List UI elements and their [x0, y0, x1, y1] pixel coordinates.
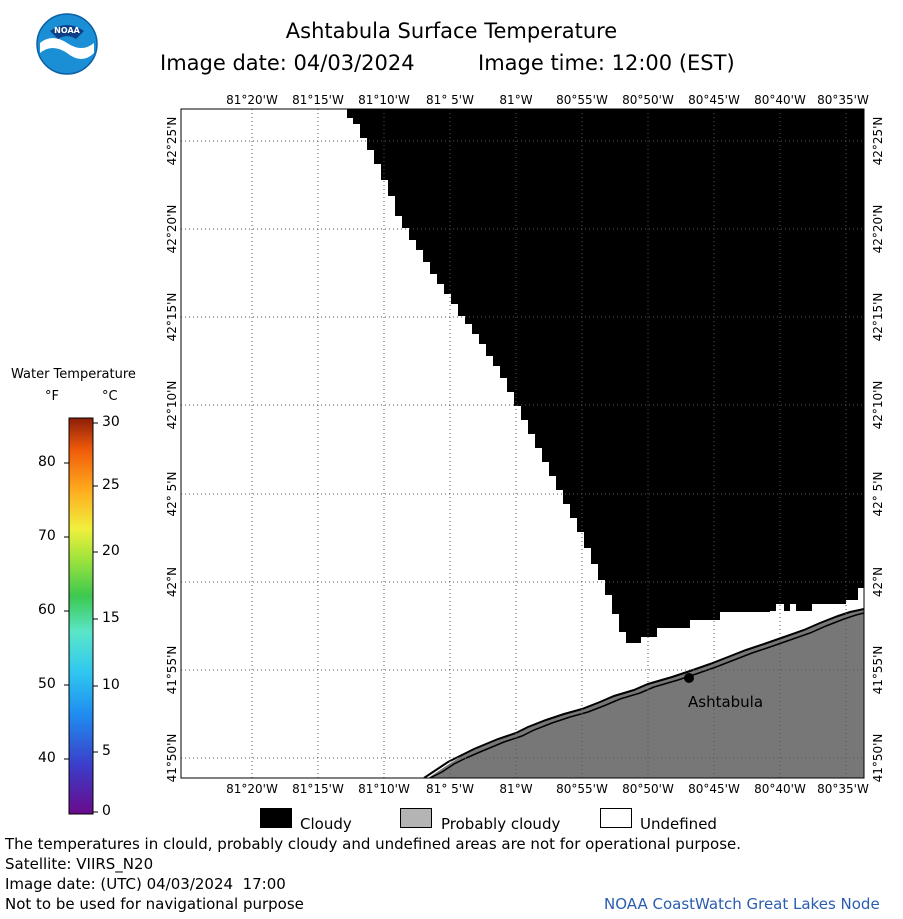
footer-credit[interactable]: NOAA CoastWatch Great Lakes Node [604, 895, 880, 913]
lat-label-right: 42° 5'N [871, 472, 885, 517]
lat-label-right: 41°55'N [871, 646, 885, 695]
lat-label-right: 41°50'N [871, 734, 885, 783]
lon-label-top: 81°10'W [358, 93, 410, 107]
lon-label-top: 81°15'W [292, 93, 344, 107]
lon-label-top: 80°55'W [556, 93, 608, 107]
colorbar-f-tick: 70 [38, 528, 56, 544]
legend-probably-cloudy-label: Probably cloudy [441, 815, 561, 833]
colorbar-f-tick: 50 [38, 676, 56, 692]
colorbar-c-tick: 25 [102, 477, 120, 493]
lat-label-left: 42°N [165, 567, 179, 597]
lat-label-left: 41°55'N [165, 646, 179, 695]
colorbar-c-header: °C [102, 389, 118, 404]
lat-label-right: 42°20'N [871, 205, 885, 254]
colorbar-gradient [68, 417, 94, 815]
lon-label-top: 81°20'W [226, 93, 278, 107]
lat-label-right: 42°15'N [871, 293, 885, 342]
noaa-logo: NOAA [36, 13, 98, 75]
lon-label-top: 80°40'W [754, 93, 806, 107]
lat-label-left: 42°25'N [165, 117, 179, 166]
lat-label-right: 42°10'N [871, 381, 885, 430]
lon-label-bottom: 81°W [499, 782, 532, 796]
lon-label-top: 80°45'W [688, 93, 740, 107]
footer-satellite: Satellite: VIIRS_N20 [5, 855, 154, 873]
legend-probably-cloudy-swatch [400, 808, 432, 828]
lat-label-right: 42°25'N [871, 117, 885, 166]
colorbar-c-tick: 0 [102, 803, 111, 819]
lon-label-top: 81°W [499, 93, 532, 107]
footer-note: The temperatures in clould, probably clo… [5, 835, 742, 853]
lat-label-left: 42°10'N [165, 381, 179, 430]
lon-label-bottom: 81° 5'W [426, 782, 474, 796]
lat-label-left: 42° 5'N [165, 472, 179, 517]
page-title: Ashtabula Surface Temperature [285, 19, 618, 43]
lon-label-bottom: 80°35'W [817, 782, 869, 796]
image-date: Image date: 04/03/2024 [160, 51, 415, 75]
colorbar-title: Water Temperature [11, 367, 136, 382]
colorbar-f-tick: 80 [38, 454, 56, 470]
lon-label-bottom: 80°55'W [556, 782, 608, 796]
lon-label-bottom: 80°50'W [622, 782, 674, 796]
cloudy-region [347, 109, 864, 643]
image-time: Image time: 12:00 (EST) [478, 51, 735, 75]
colorbar-f-header: °F [45, 389, 59, 404]
lon-label-top: 80°50'W [622, 93, 674, 107]
lat-label-right: 42°N [871, 567, 885, 597]
legend-cloudy-label: Cloudy [300, 815, 352, 833]
legend-undefined-swatch [600, 808, 632, 828]
lon-label-bottom: 81°20'W [226, 782, 278, 796]
lon-label-bottom: 80°40'W [754, 782, 806, 796]
lat-label-left: 42°15'N [165, 293, 179, 342]
legend-cloudy-swatch [260, 808, 292, 828]
colorbar-f-tick: 40 [38, 750, 56, 766]
city-label: Ashtabula [688, 693, 763, 711]
noaa-logo-text: NOAA [54, 26, 80, 35]
lon-label-top: 80°35'W [817, 93, 869, 107]
ashtabula-marker [684, 673, 694, 683]
colorbar-c-tick: 20 [102, 543, 120, 559]
lon-label-bottom: 81°15'W [292, 782, 344, 796]
footer-utc-date: Image date: (UTC) 04/03/2024 17:00 [5, 875, 286, 893]
colorbar-c-tick: 5 [102, 743, 111, 759]
colorbar-c-tick: 30 [102, 414, 120, 430]
footer-warning: Not to be used for navigational purpose [5, 895, 304, 913]
legend-undefined-label: Undefined [640, 815, 717, 833]
colorbar-c-tick: 15 [102, 610, 120, 626]
lat-label-left: 41°50'N [165, 734, 179, 783]
colorbar-f-tick: 60 [38, 602, 56, 618]
colorbar-c-tick: 10 [102, 677, 120, 693]
lon-label-bottom: 81°10'W [358, 782, 410, 796]
lat-label-left: 42°20'N [165, 205, 179, 254]
lon-label-bottom: 80°45'W [688, 782, 740, 796]
lon-label-top: 81° 5'W [426, 93, 474, 107]
